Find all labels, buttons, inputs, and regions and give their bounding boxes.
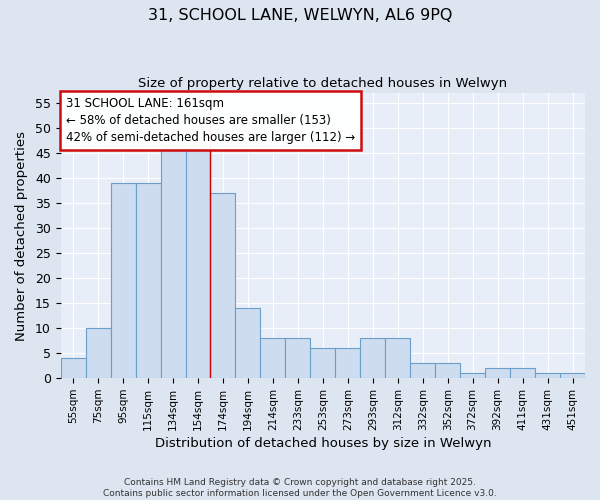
Bar (560, 373, 585, 378)
Bar (136, 183, 161, 378)
Bar (385, 338, 410, 378)
Bar (185, 148, 211, 378)
Bar (260, 338, 286, 378)
Bar (86, 328, 110, 378)
Bar (460, 373, 485, 378)
Bar (360, 338, 385, 378)
Bar (286, 338, 310, 378)
X-axis label: Distribution of detached houses by size in Welwyn: Distribution of detached houses by size … (155, 437, 491, 450)
Bar (510, 368, 535, 378)
Title: Size of property relative to detached houses in Welwyn: Size of property relative to detached ho… (138, 78, 508, 90)
Bar (61, 358, 86, 378)
Bar (310, 348, 335, 378)
Bar (485, 368, 510, 378)
Bar (335, 348, 360, 378)
Y-axis label: Number of detached properties: Number of detached properties (15, 130, 28, 340)
Bar (211, 193, 235, 378)
Bar (435, 363, 460, 378)
Bar (110, 183, 136, 378)
Bar (410, 363, 435, 378)
Bar (235, 308, 260, 378)
Text: Contains HM Land Registry data © Crown copyright and database right 2025.
Contai: Contains HM Land Registry data © Crown c… (103, 478, 497, 498)
Bar (535, 373, 560, 378)
Bar (161, 148, 185, 378)
Text: 31 SCHOOL LANE: 161sqm
← 58% of detached houses are smaller (153)
42% of semi-de: 31 SCHOOL LANE: 161sqm ← 58% of detached… (66, 98, 355, 144)
Text: 31, SCHOOL LANE, WELWYN, AL6 9PQ: 31, SCHOOL LANE, WELWYN, AL6 9PQ (148, 8, 452, 22)
